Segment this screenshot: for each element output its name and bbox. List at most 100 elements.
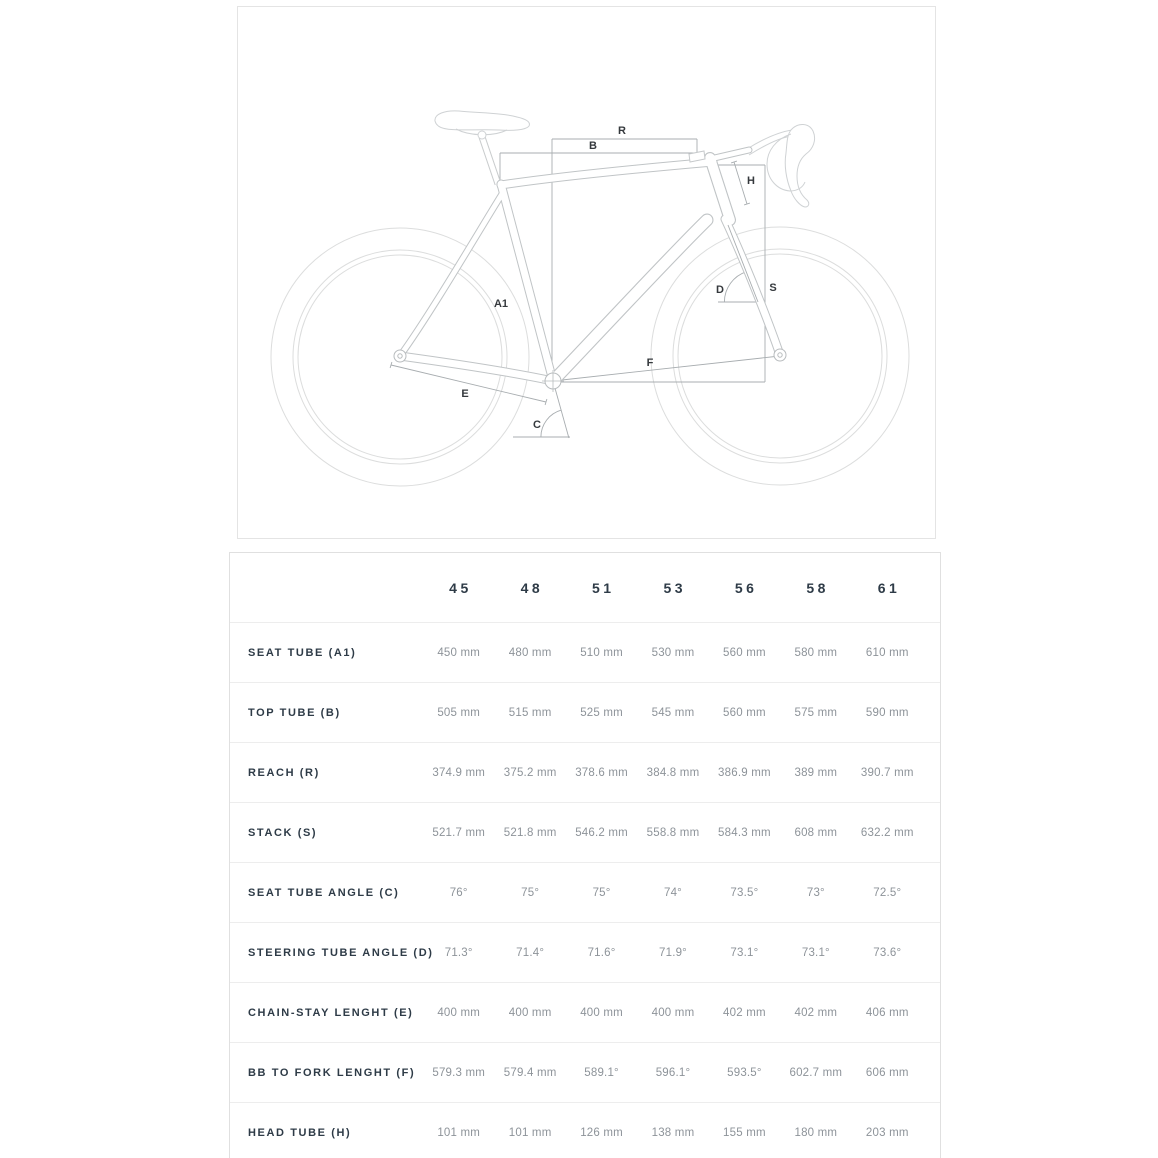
geometry-value: 203 mm [865,1126,909,1139]
bb-fork-line [552,355,781,382]
size-column-header: 45 [449,579,472,596]
rear-wheel-tire [270,227,530,487]
geometry-value: 505 mm [437,706,481,719]
geometry-value: 515 mm [508,706,552,719]
label-steering-d: D [716,284,724,296]
row-label: BB TO FORK LENGHT (F) [248,1066,416,1079]
geometry-value: 389 mm [794,766,838,779]
geometry-value: 180 mm [794,1126,838,1139]
frame-fill [396,147,783,386]
geometry-value: 73.5° [730,886,759,899]
overlay-lines [727,224,759,303]
geometry-value: 545 mm [651,706,695,719]
handlebar-drop [766,133,806,192]
geometry-value: 390.7 mm [860,766,914,779]
table-row: STACK (S) 521.7 mm 521.8 mm 546.2 mm 558.8 m… [230,802,940,862]
row-label: SEAT TUBE ANGLE (C) [248,886,400,899]
label-headtube-h: H [747,175,755,187]
geometry-value: 584.3 mm [718,826,771,839]
handlebar-top [746,129,793,150]
headtube-fill [705,153,735,225]
geometry-value: 580 mm [794,646,838,659]
downtube-fill [548,214,713,386]
geometry-value: 575 mm [794,706,838,719]
bottom-bracket-cross [542,370,564,392]
geometry-value: 374.9 mm [432,766,486,779]
table-row: BB TO FORK LENGHT (F) 579.3 mm 579.4 mm 589… [230,1042,940,1102]
front-wheel-rim-outer [672,248,888,464]
geometry-value: 593.5° [727,1066,762,1079]
row-label: HEAD TUBE (H) [248,1126,352,1139]
row-label: SEAT TUBE (A1) [248,646,357,659]
geometry-value: 155 mm [723,1126,766,1139]
row-label: STEERING TUBE ANGLE (D) [248,946,434,959]
geometry-value: 521.7 mm [432,826,486,839]
steering-angle-arc [723,271,747,303]
row-label: CHAIN-STAY LENGHT (E) [248,1006,414,1019]
geometry-value: 406 mm [865,1006,909,1019]
size-column-header: 53 [663,579,687,596]
axle-markers [393,348,787,392]
chainstay-dimension-line [389,361,548,406]
stem-spacer [688,150,706,163]
size-column-header: 58 [806,579,829,596]
brake-hood [784,124,816,208]
geometry-value: 606 mm [865,1066,909,1079]
geometry-value: 400 mm [508,1006,552,1019]
cockpit-hardware [434,110,816,208]
geometry-value: 73° [806,886,825,899]
geometry-value: 400 mm [580,1006,623,1019]
geometry-value: 589.1° [584,1066,619,1079]
geometry-value: 510 mm [580,646,623,659]
geometry-value: 480 mm [508,646,552,659]
geometry-value: 560 mm [723,706,766,719]
geometry-value: 521.8 mm [503,826,557,839]
seat-post-inner [479,136,501,185]
geometry-value: 590 mm [865,706,909,719]
table-body: SEAT TUBE (A1) 450 mm 480 mm 510 mm 530 mm 56… [230,622,940,1158]
geometry-value: 596.1° [655,1066,691,1079]
geometry-value: 579.3 mm [432,1066,486,1079]
geometry-value: 608 mm [794,826,838,839]
geometry-value: 579.4 mm [503,1066,557,1079]
geometry-value: 558.8 mm [646,826,700,839]
size-column-header: 48 [520,579,544,596]
label-seatangle-c: C [533,419,541,431]
geometry-value: 378.6 mm [575,766,628,779]
seat-angle-arc [540,409,562,438]
geometry-value: 400 mm [437,1006,481,1019]
rear-wheel-rim-inner [297,254,503,460]
geometry-diagram-panel: R B H A1 D S F E C [237,6,936,539]
label-reach-r: R [618,125,626,137]
geometry-value: 75° [521,886,540,899]
saddle [434,110,530,131]
geometry-value: 73.1° [730,946,759,959]
geometry-value: 402 mm [794,1006,838,1019]
geometry-value: 71.9° [659,946,687,959]
label-stack-s: S [769,282,776,294]
table-row: CHAIN-STAY LENGHT (E) 400 mm 400 mm 400 mm 4… [230,982,940,1042]
front-axle-inner [777,352,783,358]
rear-axle-inner [397,353,403,359]
geometry-value: 72.5° [873,886,902,899]
table-row: REACH (R) 374.9 mm 375.2 mm 378.6 mm 384.8 m… [230,742,940,802]
geometry-value: 530 mm [651,646,695,659]
geometry-value: 71.6° [587,946,616,959]
row-label: STACK (S) [248,826,318,839]
geometry-value: 560 mm [723,646,766,659]
geometry-value: 74° [663,886,682,899]
stem-fill [707,147,752,162]
label-toptube-b: B [589,140,597,152]
geometry-value: 384.8 mm [646,766,700,779]
headtube-dimension-bracket [730,160,751,206]
table-row: TOP TUBE (B) 505 mm 515 mm 525 mm 545 mm 560 … [230,682,940,742]
size-column-header: 51 [592,579,615,596]
chainstay-fill [396,352,557,385]
geometry-value: 375.2 mm [503,766,557,779]
geometry-value: 75° [592,886,611,899]
geometry-value: 101 mm [508,1126,552,1139]
seat-angle-extension-line [552,380,570,439]
dimension-labels: R B H A1 D S F E C [461,125,776,431]
geometry-value: 101 mm [437,1126,481,1139]
